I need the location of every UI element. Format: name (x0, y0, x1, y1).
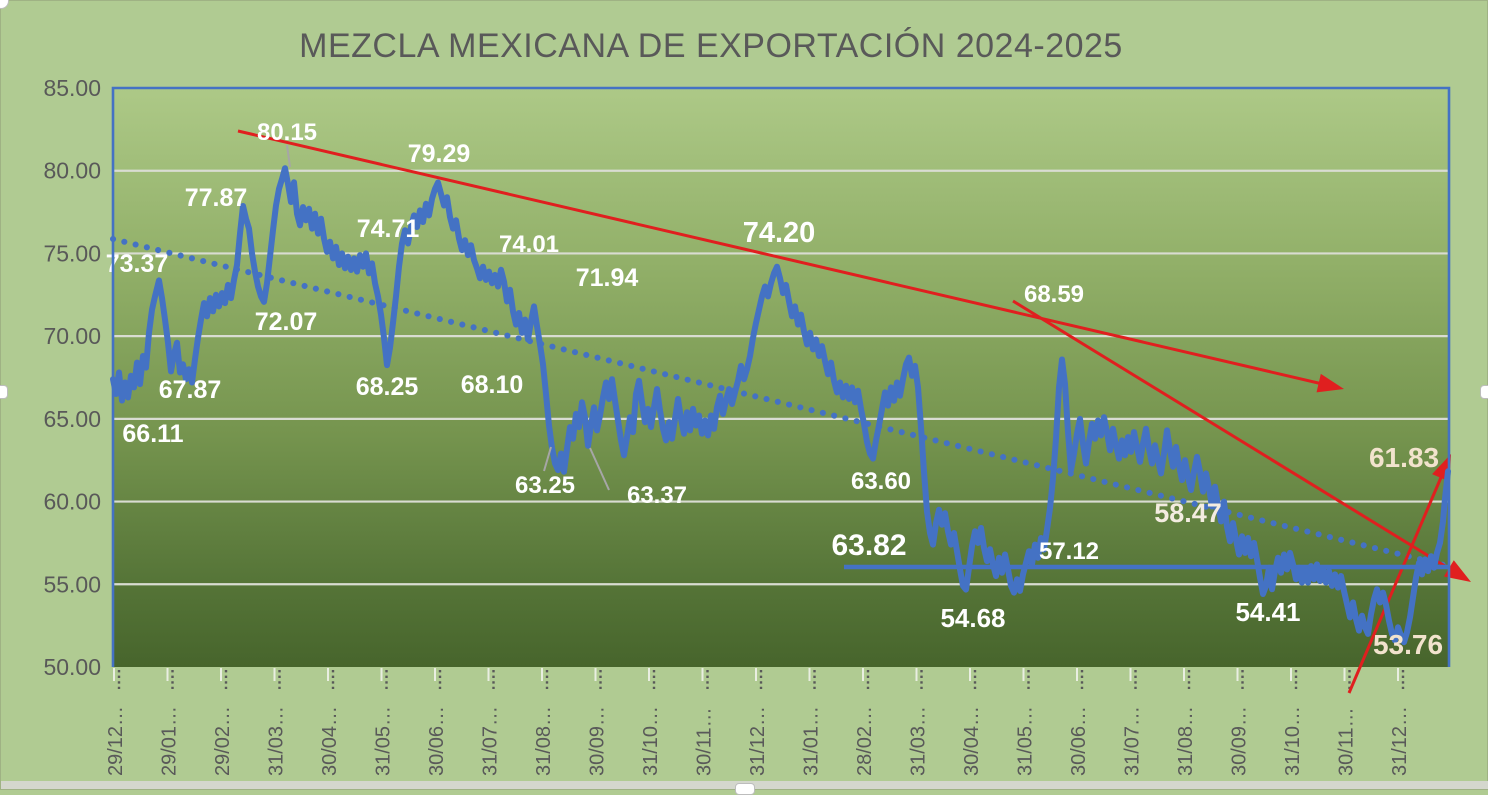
data-label: 68.10 (461, 371, 524, 399)
data-label: 77.87 (185, 184, 248, 212)
x-axis-tick-label: 30/06… (1068, 706, 1090, 776)
data-label-leader-line (589, 447, 610, 491)
y-axis-tick-label: 55.00 (43, 571, 101, 597)
data-label: 63.60 (851, 468, 911, 495)
y-axis-tick-label: 80.00 (43, 158, 101, 184)
x-axis-tick-label: 31/08… (1175, 706, 1197, 776)
price-series-line (110, 165, 1451, 646)
trend-arrow-head (1443, 560, 1471, 582)
plot-area[interactable] (113, 88, 1449, 667)
y-axis-tick-label: 85.00 (43, 75, 101, 101)
x-axis-tick-label: 31/07… (480, 706, 502, 776)
x-axis-tick-label: 29/12… (105, 706, 127, 776)
x-axis-tick-label: 30/04… (319, 706, 341, 776)
plot-border (111, 86, 1451, 667)
data-label: 80.15 (257, 119, 317, 146)
x-axis-tick-label: 31/05… (373, 706, 395, 776)
x-axis-tick-label: 29/01… (159, 706, 181, 776)
data-label-leader-line (543, 446, 552, 472)
data-label: 74.20 (743, 217, 816, 249)
x-axis-tick-label: 30/11… (1336, 707, 1358, 776)
x-axis-tick-label: 31/10… (640, 706, 662, 776)
x-axis-tick-label: 29/02… (212, 706, 234, 776)
x-axis-tick-label: 31/07… (1122, 706, 1144, 776)
x-axis-tick-label: 30/09… (1229, 706, 1251, 776)
x-axis-tick-label: 31/08… (533, 706, 555, 776)
x-axis-tick-label: 30/11… (694, 707, 716, 776)
x-axis-tick-label: 31/03… (266, 706, 288, 776)
linear-trend-dotted (110, 236, 1447, 568)
data-label: 68.59 (1024, 281, 1084, 308)
y-axis-tick-label: 60.00 (43, 489, 101, 515)
y-axis-tick-label: 75.00 (43, 240, 101, 266)
data-label: 74.71 (357, 215, 420, 243)
data-label: 57.12 (1039, 538, 1099, 565)
data-label: 63.25 (515, 472, 575, 499)
x-axis-tick-label: 28/02… (854, 706, 876, 776)
x-axis-tick-label: 31/12… (1389, 706, 1411, 776)
selection-handle-left-mid[interactable] (0, 385, 8, 399)
chart-title: MEZCLA MEXICANA DE EXPORTACIÓN 2024-2025 (299, 27, 1123, 65)
data-label: 67.87 (159, 376, 222, 404)
x-axis-tick-label: 31/12… (747, 706, 769, 776)
trend-arrow-line (1347, 473, 1444, 694)
trend-arrow-line (237, 129, 1323, 386)
chart-frame-bottom-edge (1, 781, 1488, 795)
y-axis-tick-label: 65.00 (43, 406, 101, 432)
data-label: 63.82 (831, 529, 906, 562)
data-label: 53.76 (1373, 629, 1443, 660)
data-label: 66.11 (122, 420, 183, 448)
selection-handle-right-mid[interactable] (1480, 385, 1488, 399)
data-label: 72.07 (255, 308, 318, 336)
data-label: 63.37 (627, 482, 687, 509)
x-axis-tick-label: 31/10… (1282, 706, 1304, 776)
data-label: 58.47 (1154, 498, 1222, 528)
data-label: 68.25 (356, 373, 419, 401)
data-label: 54.68 (940, 603, 1005, 633)
y-axis-tick-label: 50.00 (43, 654, 101, 680)
data-label: 74.01 (499, 231, 559, 258)
data-label-leader-line (286, 144, 291, 168)
trend-arrow-line (1012, 299, 1454, 572)
x-axis-tick-label: 30/04… (961, 706, 983, 776)
x-axis-tick-label: 30/06… (426, 706, 448, 776)
data-label: 79.29 (408, 140, 471, 168)
x-axis-tick-label: 31/03… (908, 706, 930, 776)
x-axis-tick-label: 31/01… (801, 706, 823, 776)
trend-arrow-head (1316, 373, 1344, 393)
selection-handle-bottom-mid[interactable] (735, 783, 755, 795)
data-label: 54.41 (1235, 597, 1300, 627)
x-axis-tick-label: 31/05… (1015, 706, 1037, 776)
data-label: 71.94 (576, 264, 639, 292)
data-label: 61.83 (1369, 442, 1439, 473)
y-axis-tick-label: 70.00 (43, 323, 101, 349)
x-axis-tick-label: 30/09… (587, 706, 609, 776)
data-label: 73.37 (106, 250, 169, 278)
